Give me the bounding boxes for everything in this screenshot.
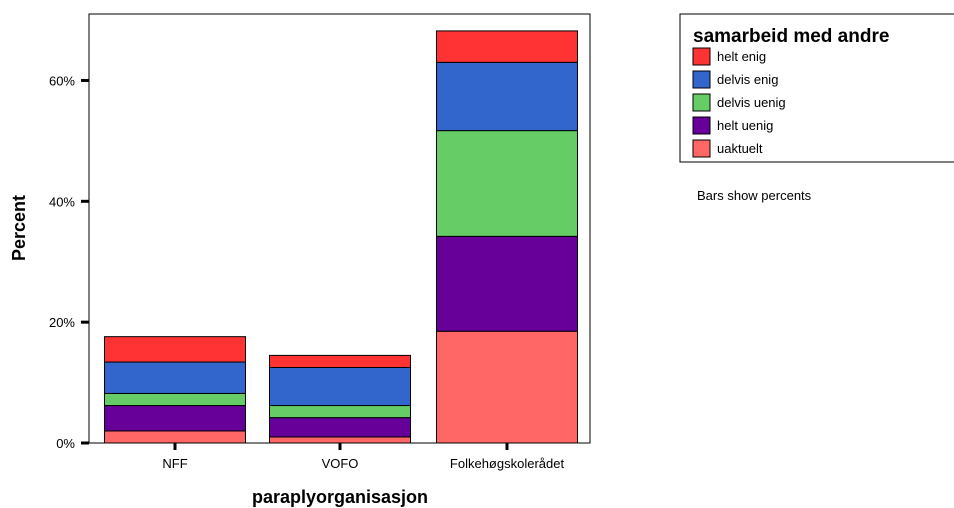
bar-segment-1-2 bbox=[269, 405, 411, 419]
legend-label-4: uaktuelt bbox=[717, 141, 763, 156]
legend-swatch-3 bbox=[692, 116, 711, 135]
bar-segment-2-4 bbox=[436, 30, 578, 63]
bar-segment-1-1 bbox=[269, 417, 411, 438]
legend-title: samarbeid med andre bbox=[693, 26, 889, 47]
bar-segment-2-2 bbox=[436, 130, 578, 237]
bar-segment-0-0 bbox=[104, 430, 246, 444]
bar-segment-1-0 bbox=[269, 436, 411, 444]
legend-label-1: delvis enig bbox=[717, 72, 778, 87]
legend: samarbeid med andre helt enig delvis enig… bbox=[679, 13, 954, 163]
y-axis-title: Percent bbox=[9, 195, 29, 261]
y-tick-label-0: 0% bbox=[56, 436, 75, 451]
bar-segment-2-3 bbox=[436, 61, 578, 132]
legend-swatch-1 bbox=[692, 70, 711, 89]
bar-segment-0-4 bbox=[104, 336, 246, 363]
legend-label-3: helt uenig bbox=[717, 118, 773, 133]
legend-swatch-2 bbox=[692, 93, 711, 112]
y-tick-label-2: 40% bbox=[49, 194, 75, 209]
x-tick-label-1: VOFO bbox=[322, 456, 359, 471]
bar-segment-1-3 bbox=[269, 366, 411, 407]
legend-label-2: delvis uenig bbox=[717, 95, 786, 110]
bar-segment-1-4 bbox=[269, 354, 411, 368]
x-axis-title: paraplyorganisasjon bbox=[252, 487, 428, 507]
legend-swatch-4 bbox=[692, 139, 711, 158]
bars-note: Bars show percents bbox=[697, 188, 812, 203]
bar-segment-2-0 bbox=[436, 330, 578, 444]
y-tick-label-1: 20% bbox=[49, 315, 75, 330]
y-tick-label-3: 60% bbox=[49, 73, 75, 88]
bar-segment-0-3 bbox=[104, 361, 246, 394]
bar-segment-2-1 bbox=[436, 235, 578, 332]
legend-swatch-0 bbox=[692, 47, 711, 66]
bar-segment-0-1 bbox=[104, 405, 246, 432]
x-tick-label-0: NFF bbox=[162, 456, 187, 471]
legend-box bbox=[679, 13, 954, 163]
bar-segment-0-2 bbox=[104, 392, 246, 407]
x-tick-label-2: Folkehøgskolerådet bbox=[450, 456, 565, 471]
legend-label-0: helt enig bbox=[717, 49, 766, 64]
